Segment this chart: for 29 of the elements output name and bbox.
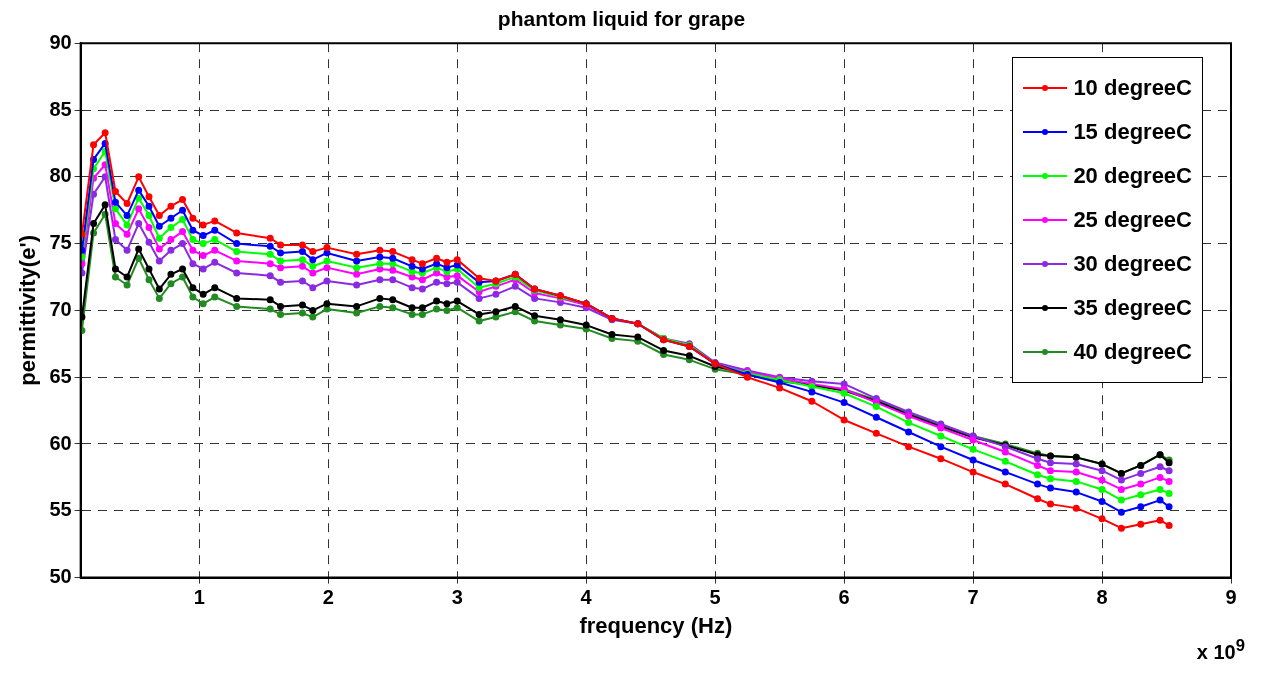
legend-label: 20 degreeC — [1073, 163, 1192, 190]
x-tick-label: 3 — [451, 586, 463, 609]
y-tick-label: 90 — [49, 30, 72, 53]
x-axis-title: frequency (Hz) — [579, 612, 733, 638]
x-tick-label: 4 — [580, 586, 593, 609]
x-tick-label: 8 — [1096, 586, 1108, 609]
text: x 10$^{9}$ — [1196, 635, 1245, 664]
x-tick-label: 6 — [838, 586, 850, 609]
y-tick-label: 80 — [49, 164, 72, 187]
x-tick-label: 2 — [322, 586, 334, 609]
y-tick-label: 50 — [49, 565, 72, 588]
x-tick-label: 7 — [967, 586, 979, 609]
chart-title: phantom liquid for grape — [497, 7, 746, 31]
legend-label: 10 degreeC — [1073, 75, 1192, 102]
y-tick-label: 65 — [49, 364, 72, 387]
legend-label: 15 degreeC — [1073, 119, 1192, 146]
y-tick-label: 70 — [49, 297, 72, 320]
legend-label: 30 degreeC — [1073, 251, 1192, 278]
y-axis-title: permittivity(e') — [15, 235, 41, 386]
x-tick-label: 9 — [1225, 586, 1237, 609]
y-tick-label: 60 — [49, 431, 72, 454]
legend-label: 35 degreeC — [1073, 295, 1192, 322]
legend-label: 40 degreeC — [1073, 339, 1192, 366]
legend-label: 25 degreeC — [1073, 207, 1192, 234]
y-tick-label: 85 — [49, 97, 72, 120]
x-tick-label: 1 — [193, 586, 205, 609]
y-tick-label: 75 — [49, 231, 72, 254]
y-tick-label: 55 — [49, 498, 72, 521]
x-tick-label: 5 — [709, 586, 721, 609]
